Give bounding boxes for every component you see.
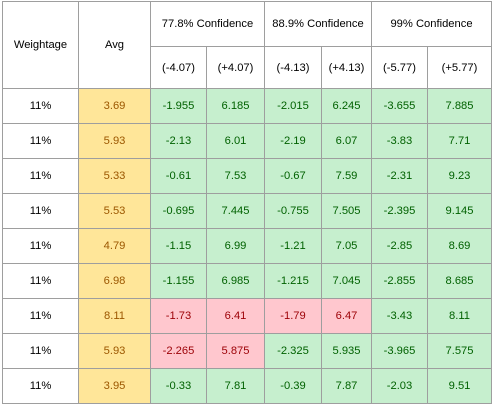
weightage-cell: 11% [2,263,79,299]
table-row: 11% 5.53 -0.695 7.445 -0.755 7.505 -2.395 9.145 [2,193,493,229]
group-header-99: 99% Confidence [370,1,493,47]
weightage-cell: 11% [2,158,79,194]
bound-value-cell: 7.045 [321,263,372,299]
bound-value-cell: -3.655 [371,88,428,124]
bound-value-cell: 5.875 [206,333,265,369]
bound-value-cell: -2.31 [371,158,428,194]
bound-value-cell: 7.59 [321,158,372,194]
bound-value-cell: -0.39 [264,368,322,404]
bound-value-cell: -3.83 [371,123,428,159]
bound-value-cell: 6.01 [206,123,265,159]
bound-value-cell: -2.13 [150,123,207,159]
bound-header-upper-88-9: (+4.13) [321,46,372,89]
bound-value-cell: 6.07 [321,123,372,159]
bound-value-cell: 7.575 [426,333,493,369]
bound-value-cell: -1.21 [264,228,322,264]
avg-cell: 3.95 [78,368,151,404]
bound-value-cell: -3.43 [371,298,428,334]
bound-value-cell: 8.11 [426,298,493,334]
bound-value-cell: 5.935 [321,333,372,369]
bound-value-cell: 7.885 [426,88,493,124]
bound-value-cell: 9.145 [426,193,493,229]
bound-value-cell: 7.53 [206,158,265,194]
table-row: 11% 5.93 -2.13 6.01 -2.19 6.07 -3.83 7.71 [2,123,493,159]
bound-value-cell: 7.505 [321,193,372,229]
avg-cell: 5.53 [78,193,151,229]
group-header-77-8: 77.8% Confidence [150,1,265,47]
weightage-cell: 11% [2,228,79,264]
table-row: 11% 8.11 -1.73 6.41 -1.79 6.47 -3.43 8.11 [2,298,493,334]
avg-cell: 4.79 [78,228,151,264]
bound-value-cell: 7.05 [321,228,372,264]
bound-value-cell: 7.71 [426,123,493,159]
bound-value-cell: -0.67 [264,158,322,194]
bound-value-cell: 6.245 [321,88,372,124]
bound-value-cell: -0.61 [150,158,207,194]
group-header-88-9: 88.9% Confidence [264,1,372,47]
bound-value-cell: -2.265 [150,333,207,369]
bound-value-cell: 6.985 [206,263,265,299]
bound-value-cell: 7.81 [206,368,265,404]
weightage-cell: 11% [2,368,79,404]
bound-header-lower-88-9: (-4.13) [264,46,322,89]
bound-value-cell: -1.155 [150,263,207,299]
bound-value-cell: -3.965 [371,333,428,369]
avg-cell: 5.93 [78,123,151,159]
avg-cell: 8.11 [78,298,151,334]
weightage-cell: 11% [2,298,79,334]
bound-value-cell: -1.955 [150,88,207,124]
bound-value-cell: 7.87 [321,368,372,404]
bound-value-cell: -1.15 [150,228,207,264]
bound-header-upper-77-8: (+4.07) [206,46,265,89]
table-row: 11% 3.69 -1.955 6.185 -2.015 6.245 -3.655 7.885 [2,88,493,124]
bound-header-lower-77-8: (-4.07) [150,46,207,89]
bound-value-cell: -1.73 [150,298,207,334]
bound-value-cell: -1.215 [264,263,322,299]
weightage-header: Weightage [2,1,79,89]
avg-cell: 6.98 [78,263,151,299]
bound-value-cell: -0.755 [264,193,322,229]
weightage-cell: 11% [2,333,79,369]
bound-header-upper-99: (+5.77) [426,46,493,89]
bound-value-cell: 6.185 [206,88,265,124]
bound-value-cell: -0.695 [150,193,207,229]
bound-value-cell: 8.69 [426,228,493,264]
bound-value-cell: -2.325 [264,333,322,369]
table-row: 11% 5.33 -0.61 7.53 -0.67 7.59 -2.31 9.23 [2,158,493,194]
bound-value-cell: 6.47 [321,298,372,334]
bound-value-cell: 9.23 [426,158,493,194]
table-row: 11% 3.95 -0.33 7.81 -0.39 7.87 -2.03 9.51 [2,368,493,404]
avg-cell: 3.69 [78,88,151,124]
bound-value-cell: 6.41 [206,298,265,334]
bound-value-cell: -2.19 [264,123,322,159]
bound-value-cell: -0.33 [150,368,207,404]
bound-value-cell: 7.445 [206,193,265,229]
bound-value-cell: 8.685 [426,263,493,299]
bound-value-cell: -2.85 [371,228,428,264]
bound-header-lower-99: (-5.77) [371,46,428,89]
bound-value-cell: -2.03 [371,368,428,404]
table-row: 11% 6.98 -1.155 6.985 -1.215 7.045 -2.855 8.685 [2,263,493,299]
weightage-cell: 11% [2,193,79,229]
bound-value-cell: -1.79 [264,298,322,334]
bound-value-cell: 6.99 [206,228,265,264]
bound-value-cell: -2.395 [371,193,428,229]
bound-value-cell: -2.015 [264,88,322,124]
avg-header: Avg [78,1,151,89]
weightage-cell: 11% [2,88,79,124]
avg-cell: 5.33 [78,158,151,194]
avg-cell: 5.93 [78,333,151,369]
table-row: 11% 5.93 -2.265 5.875 -2.325 5.935 -3.965 7.575 [2,333,493,369]
table-body: 11% 3.69 -1.955 6.185 -2.015 6.245 -3.655 7.885… [2,88,493,404]
bound-value-cell: 9.51 [426,368,493,404]
bound-value-cell: -2.855 [371,263,428,299]
table-row: 11% 4.79 -1.15 6.99 -1.21 7.05 -2.85 8.69 [2,228,493,264]
weightage-cell: 11% [2,123,79,159]
